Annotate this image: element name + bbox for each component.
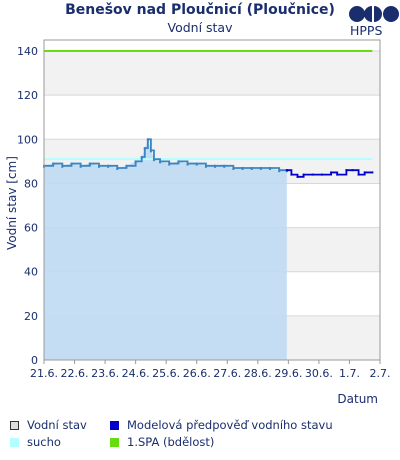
observed-area bbox=[44, 139, 287, 360]
forecast-point bbox=[330, 171, 333, 174]
x-tick-label: 25.6. bbox=[152, 367, 180, 380]
observed-point bbox=[140, 155, 143, 159]
observed-point bbox=[97, 164, 100, 168]
x-tick-label: 29.6. bbox=[274, 367, 302, 380]
forecast-point bbox=[311, 173, 314, 176]
chart-subtitle: Vodní stav bbox=[167, 20, 233, 35]
observed-point bbox=[159, 160, 162, 164]
legend-item-sucho: sucho bbox=[10, 435, 61, 449]
forecast-point bbox=[345, 169, 348, 172]
legend-label: Modelová předpověď vodního stavu bbox=[127, 418, 333, 432]
observed-point bbox=[259, 167, 262, 170]
x-tick-label: 1.7. bbox=[339, 367, 360, 380]
x-tick-label: 24.6. bbox=[122, 367, 150, 380]
x-tick-label: 23.6. bbox=[91, 367, 119, 380]
forecast-point bbox=[351, 169, 354, 172]
observed-point bbox=[143, 147, 146, 151]
observed-point bbox=[125, 164, 128, 168]
y-tick-label: 100 bbox=[17, 133, 38, 146]
hpps-logo-icon bbox=[349, 6, 399, 22]
observed-point bbox=[195, 162, 198, 166]
x-axis: 21.6. 22.6. 23.6. 24.6. 25.6. 26.6. 27.6. 28.6.… bbox=[30, 360, 391, 380]
forecast-point bbox=[285, 169, 288, 172]
observed-point bbox=[204, 164, 207, 168]
observed-point bbox=[152, 158, 155, 162]
observed-point bbox=[269, 167, 272, 170]
chart-title: Benešov nad Ploučnicí (Ploučnice) bbox=[65, 2, 335, 18]
observed-point bbox=[116, 167, 119, 170]
observed-point bbox=[107, 164, 110, 168]
observed-point bbox=[232, 167, 235, 170]
observed-point bbox=[177, 160, 180, 164]
observed-point bbox=[214, 164, 217, 168]
observed-point bbox=[61, 164, 64, 168]
observed-swatch-icon bbox=[10, 420, 19, 430]
forecast-point bbox=[290, 173, 293, 176]
forecast-point bbox=[336, 173, 339, 176]
y-tick-label: 120 bbox=[17, 89, 38, 102]
legend-item-observed: Vodní stav bbox=[10, 418, 87, 432]
x-tick-label: 30.6. bbox=[305, 367, 333, 380]
y-tick-label: 140 bbox=[17, 45, 38, 58]
y-tick-label: 40 bbox=[24, 266, 38, 279]
observed-point bbox=[146, 138, 149, 142]
x-tick-label: 27.6. bbox=[213, 367, 241, 380]
y-tick-label: 60 bbox=[24, 222, 38, 235]
observed-point bbox=[168, 162, 171, 166]
observed-point bbox=[186, 162, 189, 166]
plot-border bbox=[43, 39, 381, 361]
observed-point bbox=[134, 160, 137, 164]
spa1-swatch-icon bbox=[110, 437, 119, 447]
legend-label: 1.SPA (bdělost) bbox=[127, 435, 215, 449]
observed-point bbox=[79, 164, 82, 168]
forecast-point bbox=[320, 173, 323, 176]
legend-item-forecast: Modelová předpověď vodního stavu bbox=[110, 418, 333, 432]
series-layer bbox=[43, 50, 374, 360]
observed-line bbox=[44, 138, 287, 172]
x-tick-label: 22.6. bbox=[61, 367, 89, 380]
forecast-point bbox=[371, 171, 374, 174]
grid-band bbox=[44, 51, 380, 96]
observed-point bbox=[250, 167, 253, 170]
forecast-point bbox=[357, 173, 360, 176]
forecast-point bbox=[363, 171, 366, 174]
y-axis: 0 20 40 60 80 100 120 140 bbox=[17, 45, 38, 367]
legend-label: Vodní stav bbox=[27, 418, 87, 432]
forecast-point bbox=[302, 173, 305, 176]
observed-point bbox=[278, 169, 281, 173]
observed-point bbox=[241, 167, 244, 170]
observed-point bbox=[88, 162, 91, 166]
x-axis-label: Datum bbox=[337, 392, 378, 406]
observed-point bbox=[223, 164, 226, 168]
sucho-swatch-icon bbox=[10, 437, 19, 447]
y-tick-label: 20 bbox=[24, 310, 38, 323]
y-tick-label: 0 bbox=[31, 354, 38, 367]
y-tick-label: 80 bbox=[24, 177, 38, 190]
observed-point bbox=[70, 162, 73, 166]
x-tick-label: 2.7. bbox=[370, 367, 391, 380]
y-axis-label: Vodní stav [cm] bbox=[5, 156, 19, 250]
legend-item-spa1: 1.SPA (bdělost) bbox=[110, 435, 214, 449]
observed-point bbox=[149, 149, 152, 153]
x-tick-label: 21.6. bbox=[30, 367, 58, 380]
x-tick-label: 28.6. bbox=[244, 367, 272, 380]
forecast-swatch-icon bbox=[110, 420, 119, 430]
legend-label: sucho bbox=[27, 435, 61, 449]
x-tick-label: 26.6. bbox=[183, 367, 211, 380]
forecast-point bbox=[296, 175, 299, 178]
observed-point bbox=[52, 162, 55, 166]
logo-text: HPPS bbox=[350, 23, 383, 38]
